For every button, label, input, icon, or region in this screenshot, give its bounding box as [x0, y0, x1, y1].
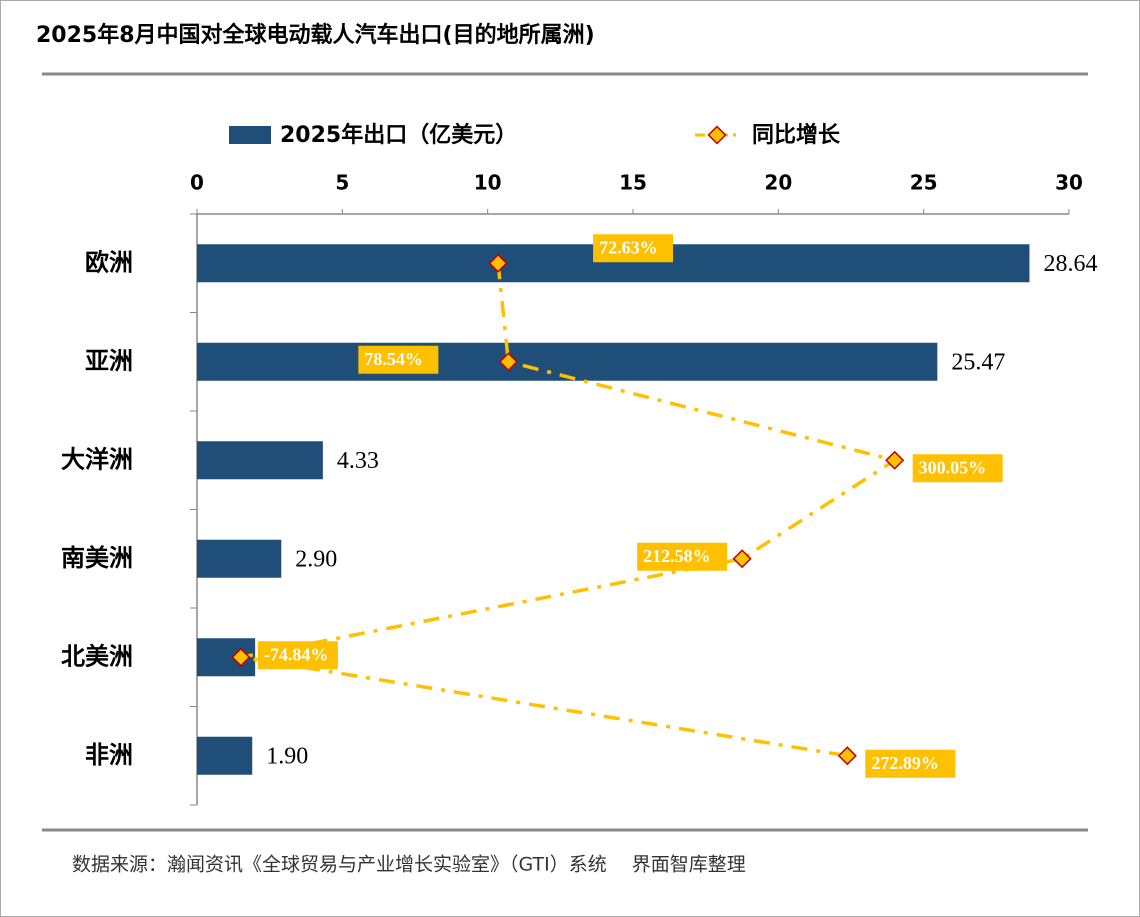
- x-tick-label: 0: [190, 171, 204, 195]
- legend-label: 同比增长: [752, 122, 841, 148]
- data-label: 300.05%: [919, 457, 987, 477]
- label-box: [257, 641, 338, 670]
- marker: [837, 746, 857, 766]
- data-label: 272.89%: [871, 753, 939, 773]
- label-box: [593, 234, 674, 263]
- data-label: 1.90: [266, 743, 308, 769]
- y-tick-label: 亚洲: [85, 347, 133, 375]
- y-tick-label: 非洲: [85, 741, 133, 769]
- x-tick-label: 10: [474, 171, 502, 195]
- marker: [732, 549, 752, 569]
- legend-label: 2025年出口（亿美元）: [280, 122, 517, 148]
- legend-swatch: [229, 126, 271, 144]
- marker: [498, 352, 518, 372]
- y-tick-label: 欧洲: [85, 248, 133, 276]
- marker: [231, 647, 251, 667]
- label-box: [637, 542, 728, 571]
- marker: [488, 253, 508, 273]
- x-tick-label: 25: [910, 171, 938, 195]
- growth-line: [240, 263, 900, 758]
- data-label: 78.54%: [364, 349, 423, 369]
- chart-title: 2025年8月中国对全球电动载人汽车出口(目的地所属洲): [36, 22, 595, 48]
- bar: [197, 441, 323, 480]
- x-tick-label: 30: [1055, 171, 1083, 195]
- label-box: [865, 749, 956, 778]
- data-label: -74.84%: [264, 644, 329, 664]
- x-tick-label: 20: [764, 171, 792, 195]
- x-tick-label: 15: [619, 171, 647, 195]
- legend-swatch: [707, 125, 727, 145]
- label-box: [912, 454, 1003, 483]
- data-label: 4.33: [337, 448, 379, 474]
- y-tick-label: 南美洲: [61, 544, 133, 572]
- data-label: 212.58%: [643, 546, 711, 566]
- x-tick-label: 5: [335, 171, 349, 195]
- source-note: 数据来源：瀚闻资讯《全球贸易与产业增长实验室》（GTI）系统 界面智库整理: [72, 854, 746, 876]
- bar: [197, 539, 282, 578]
- label-box: [358, 345, 439, 374]
- bar: [197, 342, 938, 381]
- data-label: 25.47: [951, 349, 1005, 375]
- data-label: 72.63%: [599, 237, 658, 257]
- data-label: 28.64: [1043, 251, 1097, 277]
- y-tick-label: 北美洲: [61, 642, 133, 670]
- data-label: 2.90: [295, 546, 337, 572]
- bar: [197, 736, 253, 775]
- marker: [885, 450, 905, 470]
- legend: 2025年出口（亿美元） 同比增长: [229, 122, 841, 148]
- y-tick-label: 大洋洲: [61, 445, 133, 473]
